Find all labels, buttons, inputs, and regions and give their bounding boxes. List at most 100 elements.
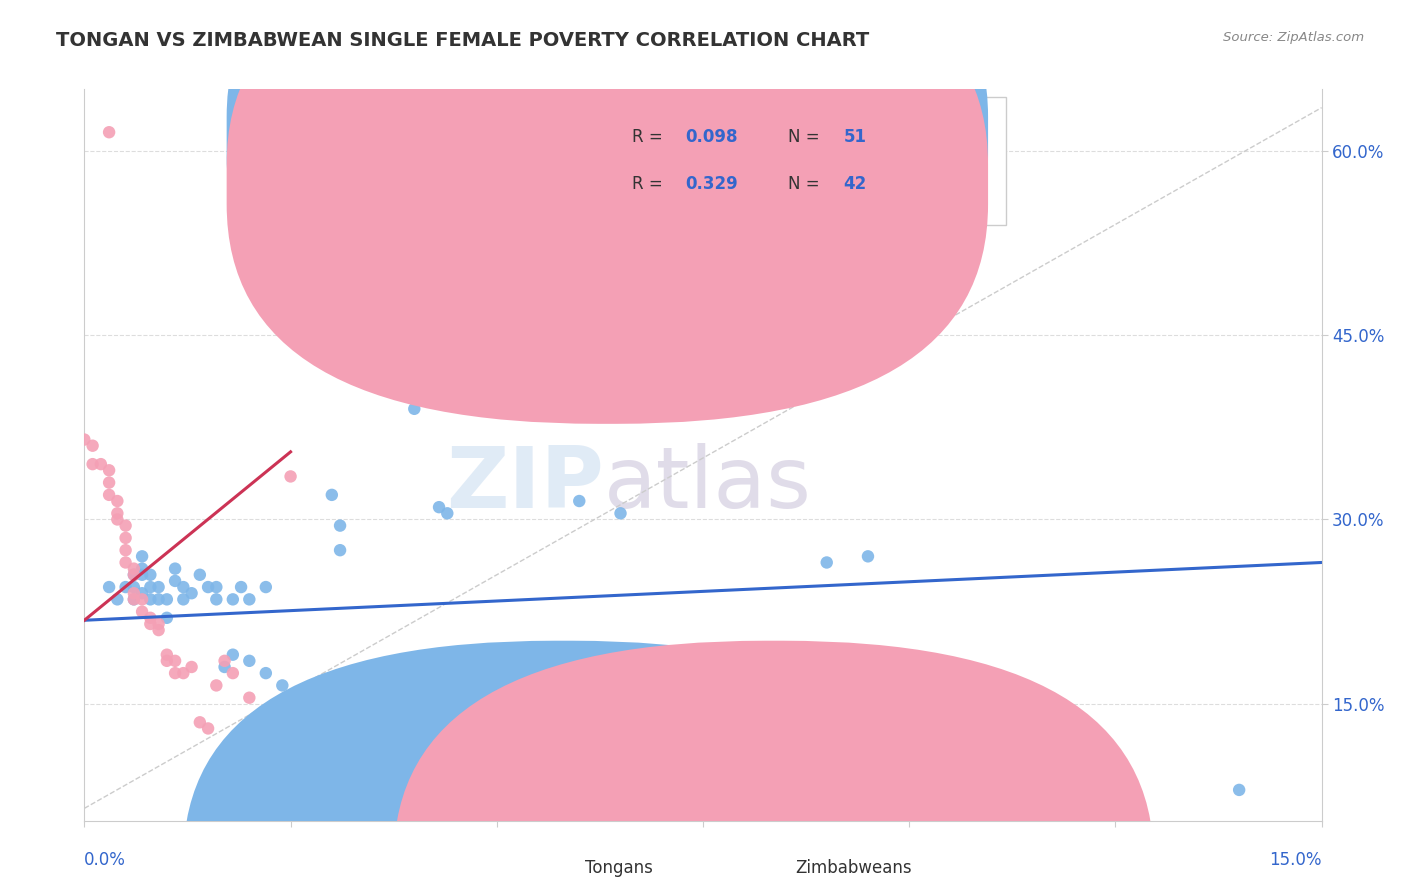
Text: 51: 51 (844, 128, 866, 145)
FancyBboxPatch shape (226, 0, 988, 376)
Point (82, 457, 104, 471)
FancyBboxPatch shape (567, 96, 1007, 225)
Point (122, 567, 145, 582)
Point (98, 463, 121, 477)
Point (122, 567, 145, 582)
Point (139, 567, 162, 582)
FancyBboxPatch shape (226, 0, 988, 424)
Point (304, 703, 326, 717)
Point (114, 531, 136, 545)
Point (436, 506, 458, 520)
Point (148, 623, 170, 637)
FancyBboxPatch shape (394, 640, 1154, 892)
Point (254, 764, 277, 779)
Text: R =: R = (631, 176, 668, 194)
Point (90, 457, 112, 471)
Point (114, 518, 136, 533)
Point (246, 752, 269, 766)
Point (568, 494, 591, 508)
Text: 0.0%: 0.0% (84, 851, 127, 870)
Point (304, 703, 326, 717)
Point (180, 586, 202, 600)
Point (156, 654, 179, 668)
Point (238, 654, 260, 668)
Point (131, 567, 153, 582)
Point (139, 580, 162, 594)
Point (856, 549, 879, 564)
Point (131, 586, 153, 600)
Point (139, 616, 162, 631)
Point (82, 439, 104, 453)
Point (148, 580, 170, 594)
Point (114, 580, 136, 594)
Point (172, 666, 194, 681)
Point (427, 500, 450, 515)
Point (254, 666, 277, 681)
Text: N =: N = (787, 176, 824, 194)
Point (815, 556, 838, 570)
Point (329, 518, 352, 533)
Point (222, 666, 245, 681)
Point (105, 512, 128, 526)
Point (197, 722, 219, 736)
Point (856, 316, 879, 330)
Text: ZIP: ZIP (446, 442, 605, 525)
Point (98, 125, 121, 139)
Point (254, 580, 277, 594)
Text: 15.0%: 15.0% (1270, 851, 1322, 870)
Point (105, 494, 128, 508)
Point (295, 715, 318, 730)
Point (271, 715, 294, 730)
Point (156, 592, 179, 607)
Point (214, 654, 236, 668)
Point (122, 580, 145, 594)
Point (165, 561, 187, 575)
Point (98, 475, 121, 490)
Point (131, 561, 153, 575)
Point (172, 580, 194, 594)
Point (229, 580, 252, 594)
Point (1227, 783, 1250, 797)
Point (165, 574, 187, 588)
Point (172, 592, 194, 607)
Text: 0.098: 0.098 (685, 128, 737, 145)
Point (205, 592, 228, 607)
Point (156, 648, 179, 662)
Point (205, 678, 228, 692)
Point (131, 592, 153, 607)
Text: Source: ZipAtlas.com: Source: ZipAtlas.com (1223, 31, 1364, 45)
Point (288, 703, 311, 717)
Point (271, 678, 294, 692)
Point (214, 660, 236, 674)
Point (73, 433, 96, 447)
Text: N =: N = (787, 128, 824, 145)
Text: 0.329: 0.329 (685, 176, 738, 194)
Point (131, 605, 153, 619)
Text: R =: R = (631, 128, 668, 145)
Point (188, 715, 211, 730)
Point (329, 543, 352, 558)
Point (238, 592, 260, 607)
Point (139, 592, 162, 607)
Point (280, 469, 302, 483)
Point (98, 580, 121, 594)
Point (222, 592, 245, 607)
Point (148, 616, 170, 631)
Text: Tongans: Tongans (585, 859, 652, 877)
Point (139, 611, 162, 625)
Point (404, 401, 426, 416)
Point (114, 543, 136, 558)
Point (222, 648, 245, 662)
Point (131, 549, 153, 564)
Point (263, 764, 285, 779)
Text: TONGAN VS ZIMBABWEAN SINGLE FEMALE POVERTY CORRELATION CHART: TONGAN VS ZIMBABWEAN SINGLE FEMALE POVER… (56, 31, 869, 50)
Point (122, 586, 145, 600)
Point (180, 660, 202, 674)
Point (156, 611, 179, 625)
Point (122, 592, 145, 607)
Point (165, 654, 187, 668)
FancyBboxPatch shape (183, 640, 943, 892)
Text: 42: 42 (844, 176, 866, 194)
Point (321, 488, 343, 502)
Point (98, 488, 121, 502)
